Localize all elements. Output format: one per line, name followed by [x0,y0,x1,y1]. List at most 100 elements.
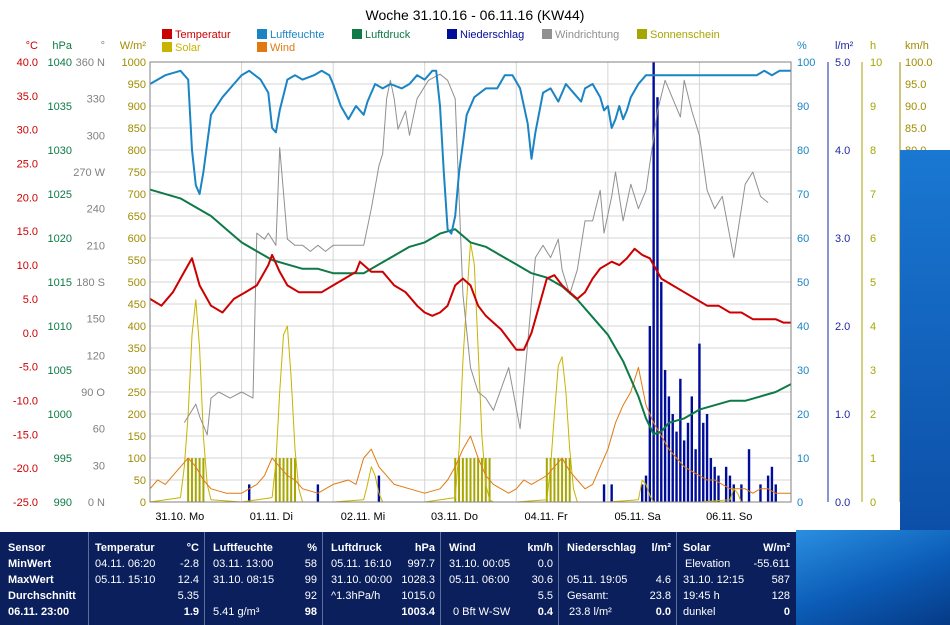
solar-axis-tick: 950 [128,79,146,91]
sunshine-bar [286,458,289,502]
solar-axis-tick: 350 [128,343,146,355]
humidity-axis-tick: 20 [797,409,809,421]
rain-axis-tick: 3.0 [835,233,850,245]
pressure-axis-tick: 1035 [48,101,72,113]
rain-bar [602,484,606,502]
rain-axis-tick: 2.0 [835,321,850,333]
x-axis-label: 06.11. So [706,511,752,523]
plot-frame [149,61,792,503]
row-label-min: MinWert [8,558,52,570]
stats-humidity-column: Luftfeuchte % 03.11. 13:00 58 31.10. 08:… [204,532,323,625]
direction-axis-tick: 210 [87,240,105,252]
sunshine-bar [274,458,277,502]
sunshine-bar [278,458,281,502]
wind-header: Wind [449,542,476,554]
humidity-axis-tick: 10 [797,453,809,465]
wind-max-time: 05.11. 06:00 [449,574,510,586]
temperature-axis-tick: 10.0 [17,260,38,272]
sensor-header: Sensor [8,542,46,554]
chart-background [0,0,950,530]
stats-sensor-column: Sensor MinWert MaxWert Durchschnitt 06.1… [0,532,88,625]
direction-axis-tick: 240 [87,204,105,216]
legend-swatch [352,29,362,39]
wind-beaufort-note: 0 Bft W-SW [453,606,511,618]
wind-unit: km/h [527,542,553,554]
series-line-wind [149,366,791,494]
x-axis-label: 31.10. Mo [155,511,204,523]
sunhours-axis-tick: 10 [870,57,882,69]
rain-bar [702,422,705,502]
legend-label: Luftfeuchte [270,29,324,41]
legend-swatch [162,42,172,52]
legend-swatch [542,29,552,39]
humidity-header: Luftfeuchte [213,542,273,554]
legend-label: Windrichtung [555,29,619,41]
sunshine-bar [545,458,548,502]
desktop-edge [900,150,950,530]
x-axis-label: 01.11. Di [250,511,293,523]
direction-axis-tick: 360 N [76,57,105,69]
solar-avg-value: 128 [771,590,790,602]
sunshine-bar [480,458,483,502]
temperature-unit: °C [186,542,199,554]
rain-bar [656,97,659,502]
sunhours-axis-tick: 1 [870,453,876,465]
rain-axis-tick: 5.0 [835,57,850,69]
solar-axis-tick: 500 [128,277,146,289]
wind-axis-tick: 90.0 [905,101,926,113]
pressure-max-time: 31.10. 00:00 [331,574,393,586]
rain-bar [640,484,644,502]
temperature-axis-tick: 20.0 [17,192,38,204]
solar-axis-tick: 250 [128,387,146,399]
solar-unit: W/m² [763,542,790,554]
temperature-axis-tick: 30.0 [17,125,38,137]
pressure-min-time: 05.11. 16:10 [331,558,392,570]
rain-bar [690,396,693,502]
humidity-max-value: 99 [304,574,317,586]
series-line-windrichtung [183,73,769,436]
humidity-avg-value: 92 [304,590,317,602]
legend-label: Solar [175,42,201,54]
direction-axis-tick: 180 S [76,277,105,289]
solar-axis-tick: 550 [128,255,146,267]
statistics-panel: Sensor MinWert MaxWert Durchschnitt 06.1… [0,532,796,625]
temperature-axis-tick: -15.0 [13,429,38,441]
sunshine-bar [557,458,560,502]
pressure-axis-tick: 1010 [48,321,72,333]
legend-swatch [257,42,267,52]
solar-axis-tick: 300 [128,365,146,377]
rain-max-value: 4.6 [655,574,671,586]
legend: Temperatur Luftfeuchte Luftdruck Niederschl… [162,29,720,54]
rain-bar [713,466,716,502]
humidity-axis-tick: 60 [797,233,809,245]
weekly-weather-chart: 40.035.030.025.020.015.010.05.00.0-5.0-1… [0,0,950,530]
legend-label: Luftdruck [365,29,411,41]
direction-axis-tick: 60 [93,424,105,436]
pressure-axis-unit: hPa [52,40,72,52]
pressure-unit: hPa [414,542,435,554]
rain-bar [679,378,682,502]
humidity-axis-tick: 0 [797,497,803,509]
sunshine-bar [190,458,193,502]
sunshine-bar [561,458,564,502]
temperature-min-time: 04.11. 06:20 [95,558,156,570]
pressure-axis-tick: 990 [54,497,72,509]
rain-bar [377,475,381,502]
rain-bar [705,414,709,502]
direction-axis-tick: 270 W [73,167,105,179]
pressure-max-value: 1028.3 [401,574,435,586]
solar-axis-tick: 750 [128,167,146,179]
pressure-avg-value: 1015.0 [401,590,435,602]
series-line-luftfeuchte [149,69,791,235]
x-axis-label: 05.11. Sa [615,511,662,523]
pressure-axis-tick: 1005 [48,365,72,377]
sunshine-bar [553,458,556,502]
solar-axis-tick: 100 [128,453,146,465]
stats-rain-column: Niederschlag l/m² 05.11. 19:05 4.6 Gesam… [558,532,677,625]
legend-label: Sonnenschein [650,29,720,41]
temperature-min-value: -2.8 [180,558,199,570]
rain-bar [747,449,751,502]
solar-axis-tick: 200 [128,409,146,421]
sunshine-bar [454,458,457,502]
temperature-axis-unit: °C [26,40,38,52]
